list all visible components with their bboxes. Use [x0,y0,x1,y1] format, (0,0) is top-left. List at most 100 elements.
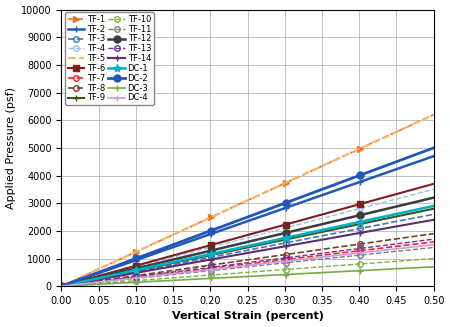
DC-1 [280,236,286,240]
TF-4 [279,227,284,231]
TF-7 [431,240,436,244]
TF-1 [396,129,401,133]
TF-4 [59,284,64,288]
TF-5 [280,182,286,186]
TF-3 [279,242,284,246]
TF-10 [59,284,64,288]
DC-1 [396,212,401,215]
TF-14 [279,245,284,249]
TF-2 [396,166,401,170]
TF-3 [431,212,436,216]
DC-3 [59,284,64,288]
Line: TF-12: TF-12 [58,194,437,290]
DC-4 [373,249,378,253]
TF-2 [287,205,292,209]
TF-1 [279,183,284,187]
TF-11 [59,284,64,288]
DC-3 [60,284,65,288]
X-axis label: Vertical Strain (percent): Vertical Strain (percent) [171,311,324,321]
DC-2 [60,284,65,288]
Line: TF-13: TF-13 [58,236,436,289]
Line: TF-7: TF-7 [58,239,436,289]
TF-9 [60,284,65,288]
DC-3 [280,273,286,277]
TF-1 [280,182,286,186]
Line: DC-2: DC-2 [58,145,437,290]
TF-12 [280,232,286,235]
TF-8 [60,284,65,288]
TF-13 [431,237,436,241]
TF-14 [59,284,64,288]
TF-1 [60,284,65,287]
TF-14 [287,244,292,248]
TF-11 [396,249,401,253]
TF-3 [280,241,286,245]
Line: TF-8: TF-8 [58,231,436,289]
DC-2 [279,202,284,206]
TF-10 [279,268,284,272]
TF-3 [396,219,401,223]
TF-11 [279,261,284,265]
TF-1 [431,113,436,117]
DC-4 [396,247,401,250]
DC-2 [287,199,292,203]
TF-10 [287,267,292,271]
Line: TF-3: TF-3 [58,212,436,289]
TF-4 [396,197,401,200]
TF-9 [431,207,436,211]
TF-14 [396,224,401,228]
TF-9 [280,238,286,242]
Line: TF-5: TF-5 [62,115,434,286]
TF-7 [287,257,292,261]
TF-11 [280,261,286,265]
TF-6 [373,198,378,202]
DC-4 [287,259,292,263]
Line: TF-2: TF-2 [58,153,437,290]
TF-10 [60,284,65,288]
DC-3 [373,268,378,272]
TF-9 [59,284,64,288]
TF-13 [60,284,65,288]
DC-4 [431,243,436,247]
Line: DC-1: DC-1 [57,202,438,290]
TF-13 [396,242,401,246]
TF-9 [396,214,401,218]
DC-2 [396,159,401,163]
TF-4 [280,227,286,231]
TF-2 [279,207,284,211]
TF-6 [280,223,286,227]
TF-2 [59,284,64,288]
Line: TF-11: TF-11 [58,245,436,289]
TF-14 [60,284,65,288]
TF-6 [396,191,401,195]
TF-5 [60,284,65,287]
DC-2 [280,202,286,206]
TF-11 [287,261,292,265]
TF-14 [280,245,286,249]
TF-11 [431,246,436,250]
DC-3 [287,272,292,276]
Line: TF-9: TF-9 [58,205,437,290]
Line: DC-4: DC-4 [58,241,437,290]
TF-2 [373,175,378,179]
TF-7 [373,247,378,251]
TF-7 [279,258,284,262]
TF-13 [59,284,64,288]
TF-1 [59,284,64,288]
Line: DC-3: DC-3 [58,263,437,290]
DC-1 [287,235,292,239]
TF-2 [60,284,65,288]
TF-13 [279,256,284,260]
TF-7 [396,244,401,248]
TF-12 [287,230,292,234]
TF-12 [431,196,436,199]
DC-2 [373,168,378,172]
TF-5 [373,140,378,144]
DC-1 [431,204,436,208]
TF-12 [396,204,401,208]
TF-8 [279,253,284,257]
TF-6 [287,222,292,226]
TF-9 [287,237,292,241]
Line: TF-14: TF-14 [58,216,437,290]
TF-4 [287,225,292,229]
